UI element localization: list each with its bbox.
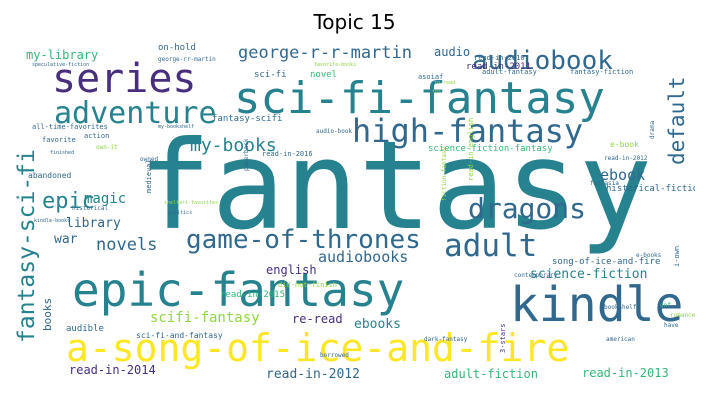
cloud-word: sci-fi bbox=[254, 70, 287, 80]
cloud-word: owned bbox=[140, 156, 159, 163]
cloud-word: historical bbox=[72, 205, 109, 212]
cloud-word: asoiaf bbox=[418, 73, 444, 81]
cloud-word: read-in-2011 bbox=[466, 62, 532, 72]
cloud-word: song-of-ice-and-fire bbox=[552, 257, 661, 267]
cloud-word: speculative-fiction bbox=[32, 62, 90, 68]
cloud-word: read-in-2012 bbox=[266, 367, 360, 382]
cloud-word: adult-fantasy bbox=[482, 68, 537, 76]
cloud-word: american bbox=[606, 336, 635, 343]
word-cloud: fantasy epic-fantasy a-song-of-ice-and-f… bbox=[14, 41, 695, 385]
cloud-word: tbr bbox=[432, 89, 442, 95]
cloud-word: historical-fiction bbox=[606, 184, 695, 194]
cloud-word: favorite bbox=[42, 136, 76, 144]
cloud-word: george-r-r-martin bbox=[238, 43, 412, 63]
cloud-word: sci-fi-fantasy bbox=[234, 73, 605, 124]
cloud-word: medieval bbox=[145, 159, 153, 193]
cloud-word: science-fiction bbox=[530, 267, 648, 282]
cloud-word: did-not-finish bbox=[278, 281, 338, 289]
cloud-word: drama bbox=[649, 120, 656, 139]
cloud-word: read-in-2016 bbox=[262, 150, 313, 158]
cloud-word: have bbox=[664, 322, 679, 329]
cloud-word: to-read bbox=[434, 80, 456, 86]
cloud-word: science-fiction-fantasy bbox=[428, 144, 553, 154]
cloud-word: abandoned bbox=[28, 171, 72, 180]
cloud-word: favorite-books bbox=[314, 62, 357, 68]
cloud-word: adult bbox=[444, 228, 538, 264]
cloud-word: novels bbox=[96, 235, 158, 255]
figure-title: Topic 15 bbox=[313, 10, 396, 34]
cloud-word: my-library bbox=[26, 48, 99, 62]
cloud-word: books bbox=[41, 297, 54, 331]
cloud-word: audible bbox=[66, 324, 104, 334]
cloud-word: a-song-of-ice-and-fire bbox=[66, 326, 570, 370]
cloud-word: my-books bbox=[190, 135, 277, 156]
cloud-word: fantasy-fiction bbox=[570, 68, 634, 76]
cloud-word: all-time-favorites bbox=[32, 123, 108, 131]
cloud-word: ebooks bbox=[354, 317, 401, 332]
cloud-word: on-hold bbox=[158, 43, 196, 53]
cloud-word: george-rr-martin bbox=[158, 56, 216, 63]
cloud-word: own-it bbox=[96, 144, 118, 151]
cloud-word: kindle bbox=[510, 277, 684, 333]
cloud-word: default bbox=[665, 76, 689, 165]
cloud-word: kindle-books bbox=[34, 218, 71, 224]
cloud-word: audiobooks bbox=[318, 248, 409, 266]
cloud-word: 3-stars bbox=[499, 323, 507, 353]
cloud-word: read-in-2015 bbox=[220, 290, 286, 300]
cloud-word: game-of-thrones bbox=[186, 225, 421, 255]
cloud-word: fantasy bbox=[138, 115, 653, 257]
cloud-word: read-in-2012 bbox=[604, 155, 648, 162]
cloud-word: dnf bbox=[660, 302, 671, 309]
cloud-word: fiction-fantasy bbox=[441, 146, 448, 201]
cloud-word: read-in-english bbox=[467, 117, 475, 181]
cloud-word: audiobook bbox=[472, 46, 613, 76]
cloud-word: paperback bbox=[243, 138, 250, 171]
cloud-word: i-own bbox=[673, 245, 681, 267]
cloud-word: my-bookshelf bbox=[158, 124, 195, 130]
cloud-word: e-books bbox=[636, 252, 662, 259]
cloud-word: finished bbox=[50, 150, 75, 156]
cloud-word: sci-fi-and-fantasy bbox=[136, 331, 223, 340]
cloud-word: audio-book bbox=[316, 128, 353, 135]
cloud-word: contemporary bbox=[514, 272, 558, 279]
cloud-word: adventure bbox=[54, 96, 217, 131]
cloud-word: e-book bbox=[610, 140, 639, 149]
cloud-word: romance bbox=[670, 312, 695, 319]
cloud-word: adult-fiction bbox=[444, 367, 538, 381]
cloud-word: epic bbox=[42, 189, 95, 214]
cloud-word: magic bbox=[84, 191, 127, 207]
cloud-word: english bbox=[266, 263, 317, 277]
cloud-word: fantasy-scifi bbox=[212, 114, 283, 124]
cloud-word: dark-fantasy bbox=[424, 336, 468, 343]
cloud-word: read-in-2014 bbox=[69, 363, 156, 377]
cloud-word: library bbox=[66, 216, 121, 231]
cloud-word: high-fantasy bbox=[352, 112, 584, 150]
cloud-word: war bbox=[54, 232, 78, 247]
cloud-word: epic-fantasy bbox=[72, 263, 405, 317]
cloud-word: shelfari-favorites bbox=[164, 200, 219, 206]
cloud-word: action bbox=[84, 132, 110, 140]
cloud-word: read-in-2013 bbox=[582, 366, 669, 380]
cloud-word: ebook bbox=[600, 166, 646, 184]
cloud-word: bookshelf bbox=[604, 304, 637, 311]
cloud-word: series bbox=[52, 56, 197, 102]
cloud-word: borrowed bbox=[320, 352, 349, 359]
cloud-word: audio bbox=[434, 45, 471, 59]
cloud-word: re-read bbox=[292, 312, 343, 326]
cloud-word: fantasia bbox=[590, 180, 619, 187]
cloud-word: politics bbox=[168, 210, 193, 216]
cloud-word: dragons bbox=[468, 192, 587, 225]
cloud-word: novel bbox=[310, 70, 338, 80]
cloud-word: scifi-fantasy bbox=[150, 310, 260, 326]
cloud-word: read-in-2010 bbox=[474, 54, 525, 62]
